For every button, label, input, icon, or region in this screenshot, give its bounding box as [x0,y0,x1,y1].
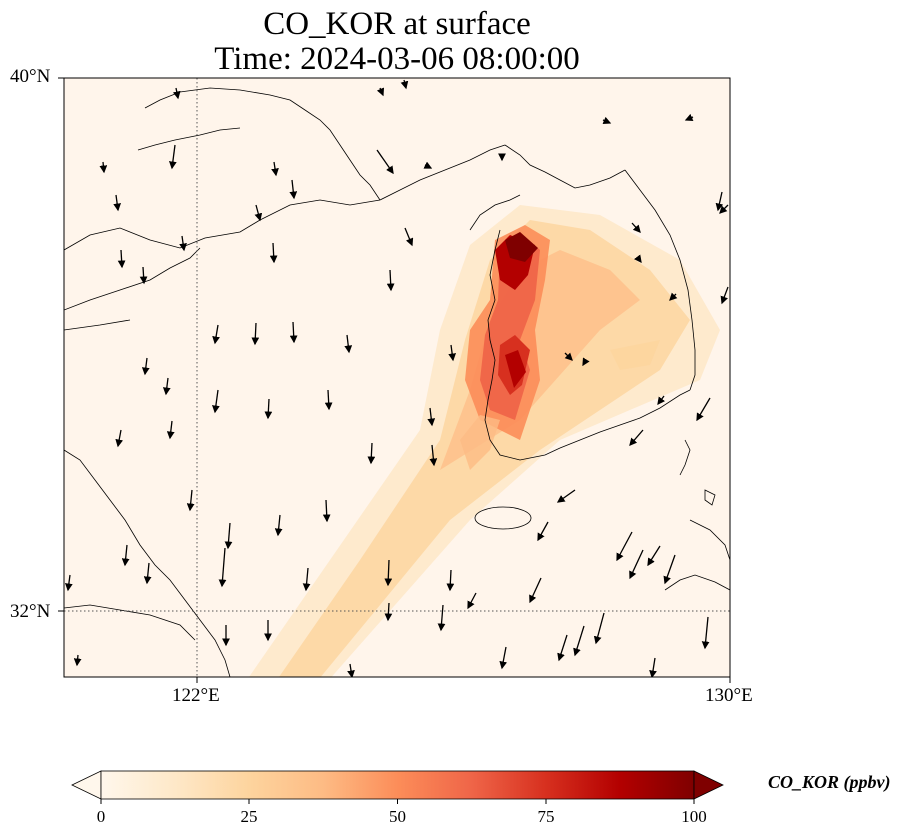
wind-arrow [254,204,263,222]
wind-arrow [64,574,73,592]
wind-arrow [186,489,195,512]
lon-tick-122e: 122°E [172,685,220,706]
wind-arrow [322,499,331,523]
wind-arrow [172,87,181,100]
wind-arrow [324,389,333,411]
wind-arrow [427,407,436,427]
wind-arrow [616,531,633,562]
wind-arrow [117,249,126,269]
wind-arrow [143,562,152,585]
wind-arrow [224,522,233,550]
wind-arrow [251,322,260,346]
wind-arrow [556,489,576,503]
wind-arrow [289,179,298,200]
wind-arrow [386,269,395,292]
axis-ticks [58,77,731,683]
wind-arrow [212,389,220,414]
wind-arrow [384,559,393,587]
wind-arrow [162,377,171,396]
wind-arrow [179,235,187,252]
wind-arrow [264,398,273,420]
wind-arrow [582,357,590,367]
wind-arrow [269,242,278,264]
wind-arrow [168,144,177,170]
wind-arrow [274,514,283,537]
wind-arrow [719,204,729,214]
wind-arrow [376,149,394,175]
wind-arrow [115,429,124,448]
wind-arrow [715,191,724,212]
wind-arrow [141,357,150,376]
wind-arrow [684,113,694,122]
wind-arrow [376,87,385,97]
wind-arrow [367,442,376,465]
wind-arrow [344,334,353,354]
wind-arrow [629,549,644,580]
colorbar-tick-50: 50 [389,807,406,826]
wind-arrow [218,547,227,588]
colorbar-label: CO_KOR (ppbv) [768,772,891,792]
wind-arrow [564,352,573,361]
wind-arrow [99,161,108,174]
wind-arrow [557,634,568,662]
wind-arrow [448,344,457,362]
wind-arrow [289,321,298,344]
colorbar-extend-low [71,770,102,800]
lon-tick-130e: 130°E [705,685,753,706]
colorbar-tick-25: 25 [240,807,258,826]
map-title-time: Time: 2024-03-06 08:00:00 [214,41,580,77]
wind-arrow [446,569,455,592]
wind-arrow [271,161,279,177]
colorbar-extend-high [693,770,724,800]
wind-arrow [629,429,644,446]
colorbar-gradient [100,770,695,800]
wind-arrow [499,646,508,670]
wind-arrow [73,654,82,667]
wind-arrow [139,266,148,285]
map-frame [63,77,731,678]
gridlines [64,78,730,677]
wind-arrow [647,545,661,567]
wind-arrow [657,395,666,406]
wind-vectors [64,79,729,677]
wind-arrow [602,116,612,125]
wind-arrow [121,544,130,567]
colorbar-tick-100: 100 [681,807,707,826]
wind-arrow [113,194,122,212]
colorbar-tick-75: 75 [537,807,555,826]
map-title-variable: CO_KOR at surface [263,6,531,42]
wind-arrow [404,227,414,247]
colorbar [71,770,724,804]
wind-arrow [212,324,220,345]
wind-arrow [701,616,710,650]
wind-arrow [529,577,542,604]
wind-arrow [696,397,711,422]
wind-arrow [423,161,433,169]
wind-arrow [347,663,355,677]
lat-tick-32n: 32°N [10,601,51,622]
wind-arrow [663,554,676,585]
wind-arrow [720,286,729,305]
wind-arrow [384,602,393,622]
wind-arrow [400,79,409,90]
wind-arrow [302,567,311,592]
wind-arrow [537,521,549,542]
wind-arrow [633,254,642,264]
coastlines [64,87,730,677]
wind-arrow [166,420,175,440]
wind-arrow [649,657,657,677]
colorbar-tick-0: 0 [96,807,106,826]
wind-arrow [467,592,477,610]
wind-arrow [573,625,585,657]
wind-arrow [669,292,678,301]
wind-arrow [429,444,438,467]
lat-tick-40n: 40°N [10,66,51,87]
co-plume [249,205,720,677]
wind-arrow [631,222,641,233]
wind-arrow [593,612,605,645]
wind-arrow [437,604,446,632]
